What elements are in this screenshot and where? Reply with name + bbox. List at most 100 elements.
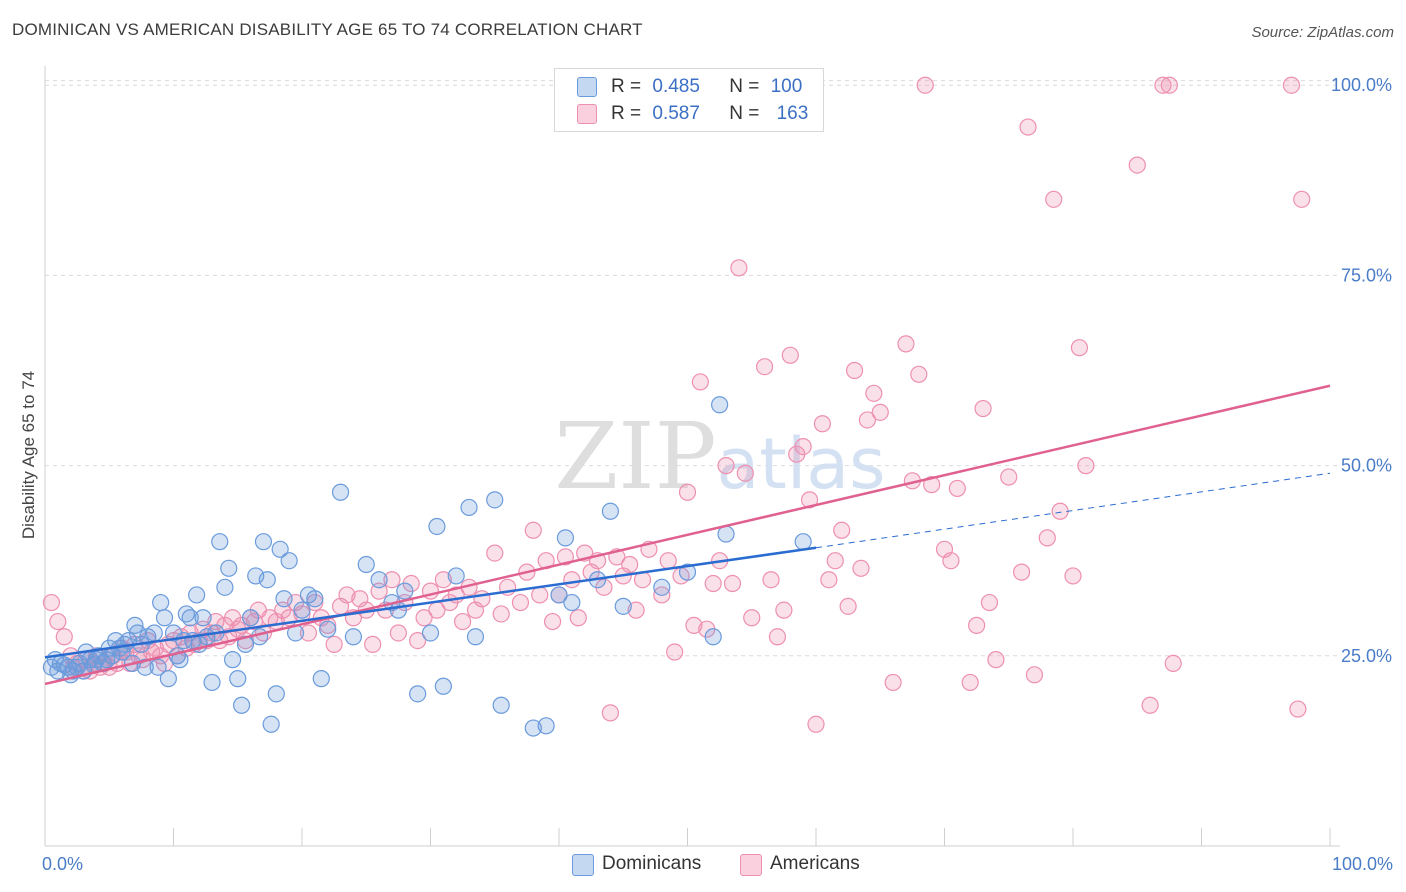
americans-point xyxy=(826,552,844,570)
dominicans-point xyxy=(312,670,330,688)
dominicans-point xyxy=(550,586,568,604)
axes xyxy=(44,66,1340,847)
dominicans-point xyxy=(211,533,229,551)
dominicans-point xyxy=(275,590,293,608)
dominicans-point xyxy=(524,719,542,737)
americans-point xyxy=(563,571,581,589)
dominicans-point xyxy=(220,559,238,577)
americans-point xyxy=(409,631,427,650)
n-value-dominicans: 100 xyxy=(770,76,803,97)
dominicans-point xyxy=(331,483,350,501)
americans-point xyxy=(338,586,356,604)
n-value-americans: 163 xyxy=(776,103,809,124)
dominicans-point xyxy=(717,525,735,543)
correlation-legend: R = 0.485 N = 100 R = 0.587 N = 163 xyxy=(554,68,824,132)
americans-point xyxy=(1019,118,1037,136)
americans-point xyxy=(325,635,343,653)
dominicans-point xyxy=(258,571,276,589)
y-tick-labels: 25.0% 50.0% 75.0% 100.0% xyxy=(1331,75,1392,666)
x-tick-label-min: 0.0% xyxy=(42,854,83,874)
dominicans-point xyxy=(370,571,388,589)
americans-point xyxy=(621,555,639,574)
americans-point xyxy=(364,635,382,653)
americans-point xyxy=(1000,468,1018,486)
americans-point xyxy=(691,373,709,391)
dominicans-point xyxy=(233,696,251,714)
source-label: Source: ZipAtlas.com xyxy=(1251,24,1394,41)
dominicans-point xyxy=(293,601,311,619)
dominicans-point xyxy=(447,567,465,585)
dominicans-point xyxy=(319,620,337,638)
dominicans-point xyxy=(344,628,362,646)
y-axis-label: Disability Age 65 to 74 xyxy=(19,371,38,539)
americans-point xyxy=(1164,654,1182,673)
dominicans-point xyxy=(188,586,206,604)
americans-point xyxy=(511,593,530,612)
series-legend-dominicans: Dominicans xyxy=(572,852,722,878)
americans-point xyxy=(884,673,902,692)
dominicans-point xyxy=(601,502,620,520)
dominicans-point xyxy=(262,715,280,733)
dominicans-point xyxy=(711,396,729,414)
americans-point xyxy=(923,476,941,494)
americans-point xyxy=(1077,457,1095,475)
dominicans-swatch xyxy=(577,77,597,97)
r-value-americans: 0.587 xyxy=(652,103,700,124)
americans-point xyxy=(839,597,857,615)
americans-point xyxy=(1045,190,1063,208)
americans-point xyxy=(833,521,851,539)
americans-point xyxy=(910,365,928,383)
dominicans-point xyxy=(434,677,452,695)
americans-point xyxy=(42,593,61,612)
americans-point xyxy=(492,605,510,623)
americans-point xyxy=(1128,156,1146,174)
americans-point xyxy=(807,715,825,733)
americans-legend-label: Americans xyxy=(770,853,860,874)
dominicans-point xyxy=(389,601,407,619)
dominicans-point xyxy=(155,609,174,627)
americans-point xyxy=(730,259,748,277)
watermark-zip: ZIP xyxy=(554,403,716,510)
y-tick-label: 75.0% xyxy=(1341,265,1392,285)
dominicans-point xyxy=(460,498,478,517)
americans-point xyxy=(434,571,452,589)
dominicans-point xyxy=(136,658,154,676)
americans-point xyxy=(775,601,793,619)
dominicans-point xyxy=(537,717,555,735)
americans-point xyxy=(685,616,703,634)
americans-point xyxy=(1154,76,1172,94)
dominicans-point xyxy=(409,685,427,703)
dominicans-point xyxy=(653,578,671,596)
americans-point xyxy=(820,571,838,589)
dominicans-point xyxy=(280,552,298,570)
americans-point xyxy=(1282,76,1301,94)
dominicans-point xyxy=(250,628,269,646)
americans-point xyxy=(55,628,73,646)
americans-point xyxy=(383,571,401,589)
dominicans-point xyxy=(421,624,440,642)
dominicans-point xyxy=(149,658,167,676)
americans-point xyxy=(1289,700,1307,718)
dominicans-point xyxy=(216,578,234,596)
r-value-dominicans: 0.485 xyxy=(652,76,700,97)
americans-point xyxy=(781,346,799,364)
watermark-atlas: atlas xyxy=(717,423,886,505)
americans-point xyxy=(627,601,645,619)
americans-point xyxy=(1012,563,1031,581)
americans-point xyxy=(743,609,761,627)
americans-point xyxy=(531,586,549,604)
americans-point xyxy=(415,609,433,627)
dominicans-point xyxy=(152,593,170,612)
americans-point xyxy=(1160,76,1178,94)
dominicans-point xyxy=(306,590,324,608)
americans-point xyxy=(968,616,986,634)
americans-point xyxy=(974,399,992,418)
americans-point xyxy=(556,548,575,566)
americans-point xyxy=(524,521,542,539)
americans-point xyxy=(755,358,774,376)
americans-point xyxy=(1051,502,1069,520)
dominicans-point xyxy=(396,582,414,600)
dominicans-point xyxy=(194,609,212,627)
americans-point xyxy=(794,437,812,456)
americans-point xyxy=(800,491,819,509)
